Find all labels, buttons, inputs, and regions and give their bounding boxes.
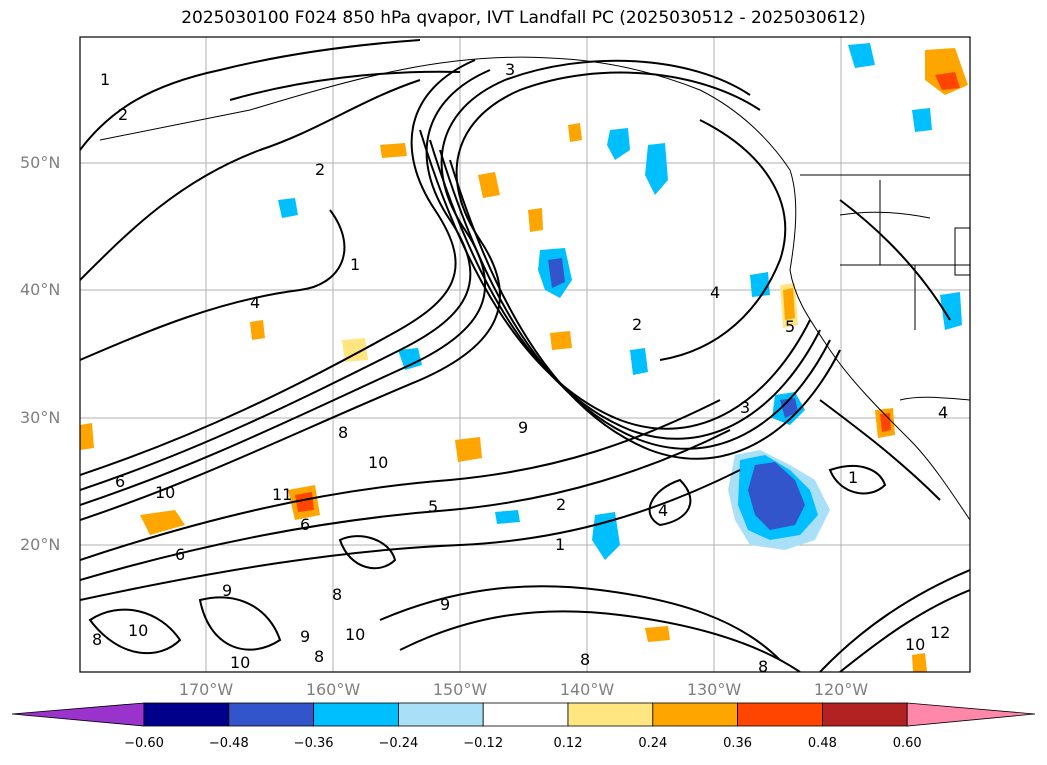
contour-label: 2 <box>632 315 642 334</box>
lon-label-130w: 130°W <box>686 680 742 699</box>
colorbar-segment <box>737 702 823 727</box>
contour-label: 10 <box>155 483 175 502</box>
colorbar-tick: −0.60 <box>124 736 164 751</box>
contour-label: 9 <box>518 418 528 437</box>
colorbar-tick: 0.60 <box>892 736 922 751</box>
lat-label-40n: 40°N <box>20 280 61 299</box>
lat-label-20n: 20°N <box>20 535 61 554</box>
contour-label: 1 <box>848 468 858 487</box>
contour-label: 3 <box>740 398 750 417</box>
contour-label: 8 <box>580 650 590 669</box>
shaded-anomalies <box>80 43 968 672</box>
coastlines <box>99 56 970 521</box>
colorbar-segment <box>397 702 484 727</box>
colorbar-segment <box>313 702 399 727</box>
colorbar-tick: −0.12 <box>463 736 504 751</box>
plot-area <box>80 37 970 672</box>
contour-label: 6 <box>300 515 310 534</box>
contour-label: 8 <box>332 585 342 604</box>
contour-label: 8 <box>758 657 768 676</box>
contour-label: 2 <box>315 160 325 179</box>
contour-label: 6 <box>175 545 185 564</box>
contour-label: 5 <box>428 497 438 516</box>
colorbar-extend-right <box>906 702 1036 727</box>
colorbar <box>11 702 1036 727</box>
contour-label: 9 <box>440 595 450 614</box>
contour-label: 1 <box>350 255 360 274</box>
colorbar-tick: −0.36 <box>293 736 334 751</box>
colorbar-tick: 0.12 <box>553 736 583 751</box>
contour-labels: 1 2 3 2 1 4 4 2 3 5 8 10 9 6 10 11 6 5 2… <box>92 60 950 676</box>
contour-label: 2 <box>118 105 128 124</box>
contour-label: 3 <box>505 60 515 79</box>
contour-label: 10 <box>345 625 365 644</box>
colorbar-tick: −0.48 <box>208 736 249 751</box>
lat-label-30n: 30°N <box>20 408 61 427</box>
contour-label: 9 <box>300 627 310 646</box>
colorbar-tick: 0.36 <box>723 736 753 751</box>
contour-label: 4 <box>658 501 668 520</box>
contour-label: 12 <box>930 623 950 642</box>
colorbar-segment <box>822 702 908 727</box>
lon-label-160w: 160°W <box>305 680 361 699</box>
contour-label: 8 <box>92 630 102 649</box>
contour-label: 10 <box>368 453 388 472</box>
contour-label: 10 <box>905 635 925 654</box>
colorbar-segment <box>652 702 738 727</box>
contour-label: 4 <box>250 293 260 312</box>
plot-frame <box>79 36 971 673</box>
contour-label: 6 <box>115 472 125 491</box>
contour-label: 10 <box>128 621 148 640</box>
map-title: 2025030100 F024 850 hPa qvapor, IVT Land… <box>181 8 866 28</box>
contour-label: 11 <box>272 485 292 504</box>
lon-label-170w: 170°W <box>178 680 234 699</box>
colorbar-segment <box>567 702 654 727</box>
gridlines <box>80 37 970 672</box>
colorbar-segment <box>482 702 569 727</box>
colorbar-segment <box>228 702 315 727</box>
contour-label: 1 <box>555 535 565 554</box>
contour-label: 10 <box>230 653 250 672</box>
contour-label: 4 <box>938 403 948 422</box>
lon-label-120w: 120°W <box>813 680 869 699</box>
ivt-contours <box>80 39 970 672</box>
lon-label-150w: 150°W <box>432 680 488 699</box>
contour-label: 5 <box>785 317 795 336</box>
contour-label: 2 <box>556 495 566 514</box>
lon-label-140w: 140°W <box>559 680 615 699</box>
lat-label-50n: 50°N <box>20 153 61 172</box>
contour-label: 9 <box>222 581 232 600</box>
contour-label: 8 <box>314 647 324 666</box>
colorbar-segment <box>143 702 230 727</box>
contour-label: 4 <box>710 283 720 302</box>
colorbar-extend-left <box>11 702 145 727</box>
colorbar-tick: 0.24 <box>638 736 668 751</box>
colorbar-tick: −0.24 <box>378 736 419 751</box>
colorbar-tick: 0.48 <box>807 736 837 751</box>
contour-label: 8 <box>338 423 348 442</box>
contour-label: 1 <box>100 70 110 89</box>
